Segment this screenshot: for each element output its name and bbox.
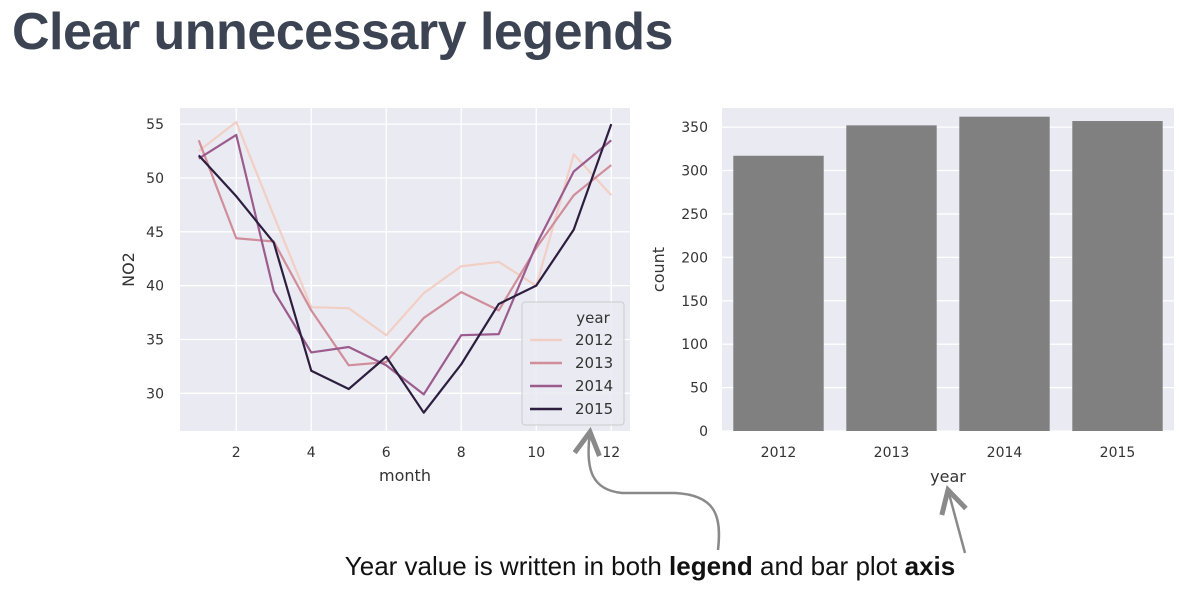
y-tick-label: 50 — [690, 381, 708, 397]
y-tick-label: 45 — [146, 225, 164, 241]
x-tick-label: 2014 — [987, 445, 1023, 461]
bar-2015 — [1072, 121, 1163, 431]
y-axis-label: NO2 — [119, 252, 138, 287]
x-tick-label: 8 — [457, 445, 466, 461]
legend-title: year — [576, 309, 610, 327]
x-tick-label: 2013 — [874, 445, 910, 461]
y-tick-label: 200 — [681, 250, 708, 266]
y-tick-label: 150 — [681, 294, 708, 310]
x-tick-label: 10 — [527, 445, 545, 461]
x-tick-label: 2015 — [1100, 445, 1136, 461]
legend-box — [521, 301, 625, 426]
y-tick-label: 0 — [699, 424, 708, 440]
legend-entry: 2015 — [575, 400, 613, 418]
caption: Year value is written in both legend and… — [0, 551, 1179, 582]
bar-2013 — [846, 125, 937, 431]
bar-2014 — [959, 116, 1050, 431]
bar-2012 — [733, 155, 824, 431]
y-axis-label: count — [649, 247, 668, 292]
legend-entry: 2013 — [575, 354, 613, 372]
y-tick-label: 100 — [681, 337, 708, 353]
x-tick-label: 6 — [382, 445, 391, 461]
x-tick-label: 2 — [232, 445, 241, 461]
caption-axis-word: axis — [904, 551, 956, 581]
x-tick-label: 4 — [307, 445, 316, 461]
series-line-2013 — [197, 139, 612, 367]
y-tick-label: 250 — [681, 207, 708, 223]
legend-arrow — [589, 432, 721, 551]
x-tick-label: 2012 — [761, 445, 797, 461]
x-axis-label: year — [930, 467, 966, 486]
legend-entry: 2014 — [575, 377, 613, 395]
caption-text-2: and bar plot — [752, 551, 905, 581]
x-tick-label: 12 — [602, 445, 620, 461]
y-tick-label: 40 — [146, 279, 164, 295]
caption-legend-word: legend — [669, 551, 753, 581]
y-tick-label: 30 — [146, 386, 164, 402]
series-line-2014 — [198, 133, 612, 396]
legend-entry: 2012 — [575, 331, 613, 349]
y-tick-label: 350 — [681, 120, 708, 136]
caption-text-1: Year value is written in both — [344, 551, 670, 581]
bar-chart: 0 50 100 150 200 250 300 350 2012 2013 2014 2015 yea… — [649, 108, 1174, 486]
x-axis-label: month — [379, 466, 431, 485]
series-line-2015 — [197, 123, 613, 414]
slide-title: Clear unnecessary legends — [12, 3, 673, 61]
y-tick-label: 35 — [146, 332, 164, 348]
axis-arrow — [948, 490, 965, 554]
y-tick-label: 300 — [681, 164, 708, 180]
y-tick-label: 50 — [146, 171, 164, 187]
y-tick-label: 55 — [146, 117, 164, 133]
series-line-2012 — [198, 120, 613, 337]
line-chart: 2 4 6 8 10 12 30 35 40 45 50 55 month NO2 year 2012 2013… — [119, 108, 630, 485]
